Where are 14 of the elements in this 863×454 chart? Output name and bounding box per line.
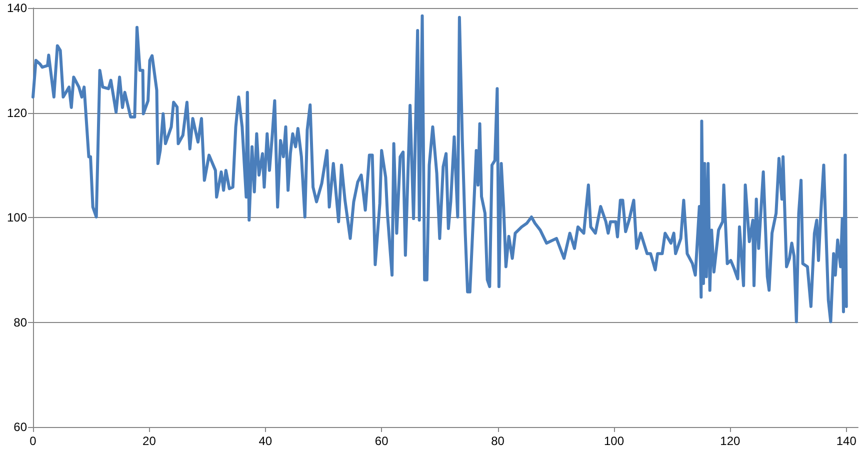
x-tick-label: 20 (142, 434, 156, 448)
y-tick-label: 60 (14, 420, 28, 434)
y-tick-label: 120 (6, 106, 28, 120)
y-tick-label: 140 (6, 1, 28, 15)
x-tick-label: 100 (604, 434, 624, 448)
x-tick-label: 120 (720, 434, 741, 448)
y-tick-label: 80 (14, 315, 28, 330)
x-tick-label: 140 (836, 434, 857, 448)
x-tick-label: 60 (374, 434, 389, 448)
y-tick-label: 100 (6, 210, 28, 224)
x-tick-label: 80 (491, 434, 505, 448)
line-series (32, 14, 848, 324)
x-tick-label: 40 (258, 434, 272, 448)
x-tick-label: 0 (30, 434, 37, 448)
